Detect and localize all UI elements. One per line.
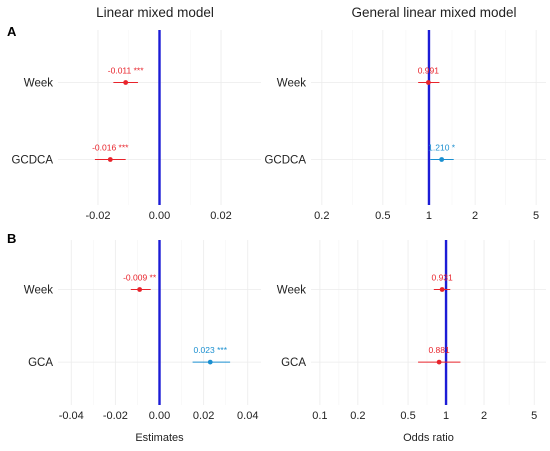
x-tick-label: 1 <box>443 410 449 422</box>
x-tick-label: 0.00 <box>149 410 170 422</box>
section-b-label: B <box>7 231 16 246</box>
panel-b-right: 0.1 0.2 0.5 1 2 5 Odds ratio Week 0.931 GCA 0.881 <box>277 240 546 444</box>
category-label-week: Week <box>277 78 306 90</box>
category-label-gca: GCA <box>281 357 306 369</box>
estimate-value-label: 0.023 *** <box>193 345 227 355</box>
x-tick-label: 2 <box>472 210 478 222</box>
panels-group: -0.02 0.00 0.02 Week -0.011 *** GCDCA -0.016 *… <box>11 30 546 444</box>
category-label-gcdca: GCDCA <box>264 155 306 167</box>
category-label-week: Week <box>24 285 53 297</box>
category-label-gcdca: GCDCA <box>11 155 53 167</box>
x-tick-label: 1 <box>426 210 432 222</box>
x-tick-label: 0.02 <box>193 410 214 422</box>
estimate-point <box>123 80 129 85</box>
estimate-value-label: 0.931 <box>431 273 453 283</box>
right-column-title: General linear mixed model <box>351 5 516 20</box>
estimate-value-label: -0.011 *** <box>108 66 144 76</box>
x-tick-label: 0.5 <box>400 410 415 422</box>
estimate-point <box>439 157 445 162</box>
estimate-point <box>436 359 442 365</box>
x-tick-label: 5 <box>531 410 537 422</box>
category-label-week: Week <box>24 78 53 90</box>
estimate-value-label: -0.016 *** <box>92 143 129 153</box>
x-axis-title: Estimates <box>135 432 184 444</box>
section-a-label: A <box>7 24 17 39</box>
x-tick-label: 2 <box>481 410 487 422</box>
x-tick-label: -0.04 <box>59 410 84 422</box>
plot-area <box>311 240 546 405</box>
x-tick-label: 5 <box>533 210 539 222</box>
category-label-week: Week <box>277 285 306 297</box>
estimate-point <box>207 359 213 365</box>
x-tick-label: 0.00 <box>149 210 170 222</box>
panel-a-left: -0.02 0.00 0.02 Week -0.011 *** GCDCA -0.016 *… <box>11 30 261 222</box>
estimate-point <box>107 157 113 162</box>
estimate-value-label: -0.009 ** <box>123 273 157 283</box>
x-tick-label: 0.5 <box>375 210 390 222</box>
x-tick-label: 0.02 <box>210 210 231 222</box>
x-tick-label: 0.04 <box>237 410 258 422</box>
left-column-title: Linear mixed model <box>96 5 214 20</box>
x-tick-label: -0.02 <box>85 210 110 222</box>
estimate-point <box>439 287 445 292</box>
x-tick-label: 0.2 <box>350 410 365 422</box>
x-tick-label: -0.02 <box>103 410 128 422</box>
estimate-value-label: 0.881 <box>428 345 450 355</box>
x-axis-title: Odds ratio <box>403 432 454 444</box>
panel-a-right: 0.2 0.5 1 2 5 Week 0.991 GCDCA 1.210 * <box>264 30 546 222</box>
x-tick-label: 0.1 <box>312 410 327 422</box>
x-tick-label: 0.2 <box>314 210 329 222</box>
panel-b-left: -0.04 -0.02 0.00 0.02 0.04 Estimates Week -0.00… <box>24 240 261 444</box>
estimate-value-label: 0.991 <box>418 66 440 76</box>
estimate-value-label: 1.210 * <box>428 143 456 153</box>
estimate-point <box>425 80 431 85</box>
category-label-gca: GCA <box>28 357 53 369</box>
estimate-point <box>137 287 143 292</box>
